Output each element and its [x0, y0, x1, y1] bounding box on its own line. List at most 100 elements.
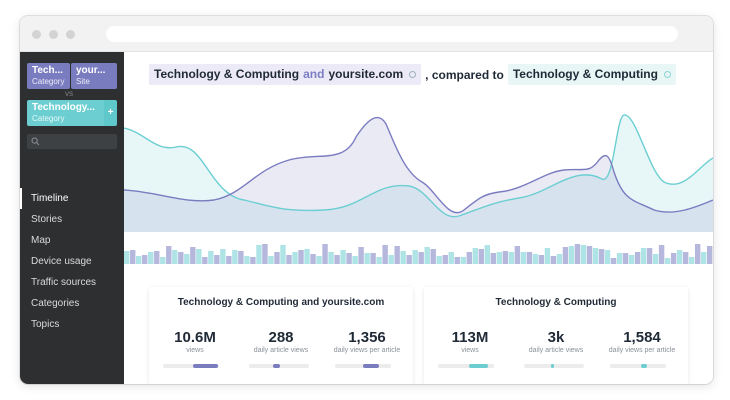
window-close-dot[interactable] — [32, 30, 41, 39]
daily-bar[interactable] — [574, 244, 581, 264]
sidebar-item-topics[interactable]: Topics — [31, 319, 60, 330]
daily-bar[interactable] — [364, 253, 370, 264]
daily-bar[interactable] — [562, 247, 569, 264]
sidebar-item-categories[interactable]: Categories — [31, 298, 80, 309]
daily-bar[interactable] — [244, 256, 250, 264]
comparison-chip-category[interactable]: Tech... Category — [27, 63, 70, 89]
daily-bar[interactable] — [550, 256, 557, 264]
daily-bar[interactable] — [616, 253, 623, 264]
daily-bar[interactable] — [442, 255, 448, 264]
daily-bar[interactable] — [598, 249, 605, 264]
sidebar-item-timeline[interactable]: Timeline — [20, 188, 124, 209]
daily-bar[interactable] — [322, 244, 328, 264]
daily-bar[interactable] — [232, 250, 238, 264]
daily-bar[interactable] — [454, 257, 460, 264]
daily-bar[interactable] — [406, 255, 412, 264]
daily-bar[interactable] — [124, 251, 130, 264]
address-bar[interactable] — [106, 26, 678, 42]
daily-bar[interactable] — [544, 248, 551, 264]
window-zoom-dot[interactable] — [66, 30, 75, 39]
daily-bar[interactable] — [304, 249, 310, 264]
daily-bar[interactable] — [628, 255, 635, 264]
daily-bar[interactable] — [580, 245, 587, 264]
daily-bar[interactable] — [358, 247, 364, 264]
daily-bar[interactable] — [262, 244, 268, 264]
daily-bar[interactable] — [274, 252, 280, 264]
daily-bar[interactable] — [490, 253, 497, 264]
daily-bar[interactable] — [568, 246, 575, 264]
daily-bar[interactable] — [166, 246, 172, 264]
daily-bar[interactable] — [130, 250, 136, 264]
daily-bar[interactable] — [694, 244, 701, 264]
daily-bar[interactable] — [376, 257, 382, 264]
daily-bar[interactable] — [382, 245, 388, 264]
daily-bar[interactable] — [196, 249, 202, 264]
daily-bar[interactable] — [328, 252, 334, 264]
daily-bar[interactable] — [418, 252, 424, 264]
daily-bar[interactable] — [352, 256, 358, 264]
secondary-selection-tag[interactable]: Technology & Computing — [507, 64, 676, 85]
daily-bar[interactable] — [526, 252, 533, 264]
daily-bar[interactable] — [430, 249, 436, 264]
daily-bar[interactable] — [676, 250, 683, 264]
daily-bar[interactable] — [202, 257, 208, 264]
daily-bar[interactable] — [514, 246, 521, 264]
daily-bar[interactable] — [592, 248, 599, 264]
sidebar-item-stories[interactable]: Stories — [31, 214, 63, 225]
daily-bar[interactable] — [700, 252, 707, 264]
daily-bar[interactable] — [238, 251, 244, 264]
daily-bar[interactable] — [688, 257, 695, 264]
daily-bar[interactable] — [250, 257, 256, 264]
daily-bar[interactable] — [178, 252, 184, 264]
daily-bar[interactable] — [136, 256, 142, 264]
daily-bar[interactable] — [334, 255, 340, 264]
daily-bar[interactable] — [448, 252, 454, 264]
daily-bar[interactable] — [652, 254, 659, 264]
daily-bar[interactable] — [154, 251, 160, 264]
comparison-chip-baseline[interactable]: Technology... Category — [27, 100, 104, 126]
daily-bar[interactable] — [586, 246, 593, 264]
window-minimize-dot[interactable] — [49, 30, 58, 39]
daily-bar[interactable] — [256, 245, 262, 264]
daily-bar[interactable] — [646, 248, 653, 264]
primary-selection-tag[interactable]: Technology & Computing and yoursite.com — [149, 64, 422, 85]
daily-bar[interactable] — [412, 250, 418, 264]
daily-bar[interactable] — [292, 252, 298, 264]
daily-bar[interactable] — [424, 247, 430, 264]
daily-bar[interactable] — [658, 245, 665, 264]
daily-bar[interactable] — [436, 256, 442, 264]
daily-bar[interactable] — [286, 255, 292, 264]
daily-bar[interactable] — [316, 256, 322, 264]
daily-bar[interactable] — [298, 250, 304, 264]
daily-bar[interactable] — [670, 253, 677, 264]
daily-bar[interactable] — [682, 252, 689, 264]
daily-bar[interactable] — [220, 249, 226, 264]
daily-bar[interactable] — [604, 250, 611, 264]
daily-bar[interactable] — [640, 248, 647, 264]
daily-bar[interactable] — [172, 250, 178, 264]
add-comparison-button[interactable]: + — [104, 100, 117, 126]
daily-bar[interactable] — [484, 245, 491, 264]
daily-bar[interactable] — [532, 254, 539, 264]
daily-bar[interactable] — [610, 258, 617, 264]
daily-bar[interactable] — [520, 252, 527, 264]
sidebar-item-traffic-sources[interactable]: Traffic sources — [31, 277, 97, 288]
daily-bar[interactable] — [622, 253, 629, 264]
daily-bar[interactable] — [190, 247, 196, 264]
daily-bar[interactable] — [214, 255, 220, 264]
daily-bar[interactable] — [142, 255, 148, 264]
daily-bar[interactable] — [388, 255, 394, 264]
daily-bar[interactable] — [538, 255, 545, 264]
sidebar-item-map[interactable]: Map — [31, 235, 51, 246]
daily-bar[interactable] — [556, 254, 563, 264]
daily-bar[interactable] — [478, 249, 485, 264]
daily-bar[interactable] — [394, 246, 400, 264]
daily-bar[interactable] — [208, 251, 214, 264]
daily-bar[interactable] — [472, 248, 478, 264]
daily-bar[interactable] — [466, 252, 472, 264]
daily-bar[interactable] — [310, 254, 316, 264]
comparison-chip-site[interactable]: your... Site — [71, 63, 117, 89]
daily-bar[interactable] — [346, 253, 352, 264]
daily-bar[interactable] — [226, 256, 232, 264]
daily-bar[interactable] — [280, 245, 286, 264]
